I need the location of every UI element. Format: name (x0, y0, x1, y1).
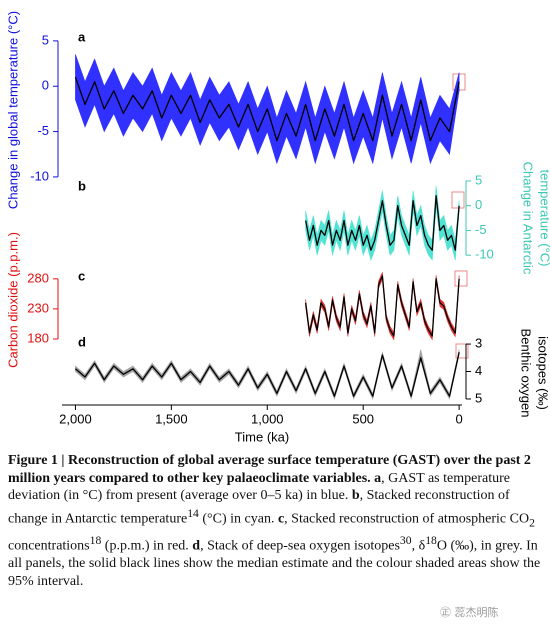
panel-letter: d (78, 334, 86, 349)
caption-text: (°C) in cyan. (198, 511, 278, 527)
y-tick-label: -5 (475, 222, 487, 237)
caption-ref: 18 (89, 533, 102, 547)
median-line (305, 275, 460, 337)
panel-letter: b (78, 178, 86, 193)
y-axis-label: temperature (°C) (538, 170, 550, 267)
caption-text: a (374, 470, 382, 486)
y-axis-label: Carbon dioxide (p.p.m.) (5, 232, 20, 368)
caption: Figure 1 | Reconstruction of global aver… (8, 452, 542, 590)
caption-sup: 18 (425, 533, 437, 547)
caption-text: , Stacked reconstruction of atmospheric … (284, 511, 530, 527)
caption-text: , GAST as temperature deviation (in °C) … (8, 470, 510, 504)
x-axis-label: Time (ka) (235, 429, 289, 444)
y-tick-label: 180 (27, 330, 49, 345)
y-tick-label: 0 (42, 78, 49, 93)
x-tick-label: 1,000 (251, 411, 284, 426)
caption-title: Figure 1 | Reconstruction of global aver… (8, 453, 531, 486)
y-tick-label: -10 (30, 168, 49, 183)
y-tick-label: 5 (475, 390, 482, 405)
y-tick-label: 3 (475, 335, 482, 350)
caption-text: c (277, 511, 285, 527)
caption-sub: 2 (529, 516, 535, 530)
y-tick-label: 280 (27, 270, 49, 285)
y-axis-label: isotopes (‰) (536, 336, 550, 410)
caption-text: , Stack of deep-sea oxygen isotopes (200, 538, 400, 554)
y-axis-label: Benthic oxygen (519, 329, 534, 418)
caption-ref: 30 (399, 533, 412, 547)
caption-text: b (351, 488, 360, 504)
caption-text: O (‰), in grey. In all panels, the solid… (8, 538, 541, 589)
x-tick-label: 1,500 (155, 411, 188, 426)
y-tick-label: 230 (27, 300, 49, 315)
caption-text: , δ (411, 538, 426, 554)
caption-text: , Stacked reconstruction of change in An… (8, 488, 510, 527)
caption-text: (p.p.m.) in red. (101, 538, 193, 554)
caption-text: concentrations (8, 538, 90, 554)
y-tick-label: -10 (475, 247, 494, 262)
median-line (75, 352, 460, 397)
x-tick-label: 500 (352, 411, 374, 426)
y-tick-label: 5 (475, 172, 482, 187)
panel-letter: c (78, 268, 85, 283)
x-tick-label: 0 (456, 411, 463, 426)
median-line (74, 76, 460, 142)
highlight-box (454, 270, 468, 287)
y-axis-label: Change in global temperature (°C) (5, 11, 20, 209)
median-line (305, 195, 460, 251)
watermark: ㊣ 蕊杰明陈 (440, 606, 499, 619)
y-tick-label: 4 (475, 363, 482, 378)
x-tick-label: 2,000 (59, 411, 92, 426)
y-tick-label: 5 (42, 32, 49, 47)
y-tick-label: -5 (37, 123, 49, 138)
highlight-box (451, 191, 465, 209)
caption-ref: 14 (187, 506, 199, 520)
caption-text: d (192, 538, 201, 554)
panel-letter: a (78, 29, 86, 44)
y-axis-label: Change in Antarctic (521, 162, 536, 275)
highlight-box (455, 343, 469, 359)
y-tick-label: 0 (475, 197, 482, 212)
